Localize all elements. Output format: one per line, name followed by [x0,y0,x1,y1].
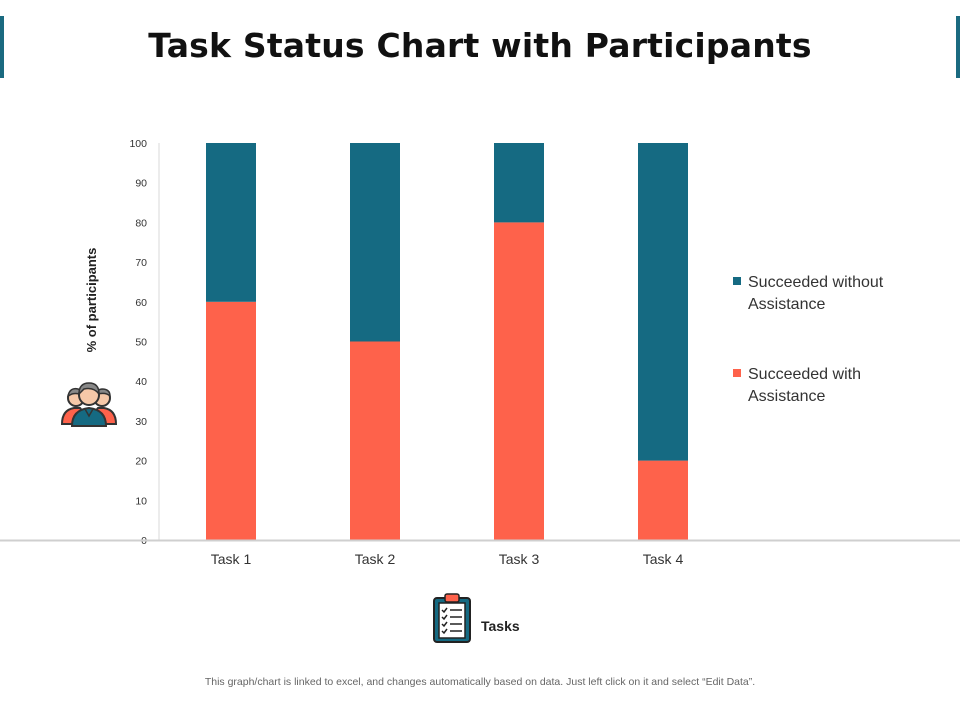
legend-label: Assistance [748,388,825,405]
y-tick-label: 100 [129,138,147,150]
legend-label: Succeeded without [748,274,884,291]
y-tick-label: 80 [135,217,147,229]
footnote: This graph/chart is linked to excel, and… [204,676,756,688]
y-tick-label: 50 [135,337,147,349]
y-axis-label: % of participants [84,248,99,353]
bar-task-1-with-assistance [206,301,256,540]
y-tick-label: 10 [135,495,147,507]
y-tick-label: 30 [135,416,147,428]
x-axis-label: Tasks [481,618,520,634]
x-tick-label: Task 1 [211,551,252,567]
people-group-icon [60,382,118,427]
y-tick-label: 60 [135,297,147,309]
legend-label: Assistance [748,296,825,313]
x-tick-label: Task 4 [643,551,684,567]
bar-task-2-without-assistance [350,143,400,342]
bar-task-4-with-assistance [638,460,688,540]
y-tick-label: 20 [135,456,147,468]
legend-label: Succeeded with [748,366,861,383]
legend-marker [733,277,741,285]
bar-task-4-without-assistance [638,143,688,461]
legend-marker [733,369,741,377]
page-title: Task Status Chart with Participants [148,26,812,65]
y-tick-label: 90 [135,178,147,190]
bar-task-3-without-assistance [494,143,544,223]
x-tick-label: Task 2 [355,551,396,567]
bar-task-2-with-assistance [350,341,400,540]
y-tick-label: 40 [135,376,147,388]
y-tick-label: 70 [135,257,147,269]
x-tick-label: Task 3 [499,551,540,567]
left-accent-bar [0,16,4,78]
bar-task-1-without-assistance [206,143,256,302]
clipboard-checklist-icon [433,593,471,643]
right-accent-bar [956,16,960,78]
bar-task-3-with-assistance [494,222,544,540]
